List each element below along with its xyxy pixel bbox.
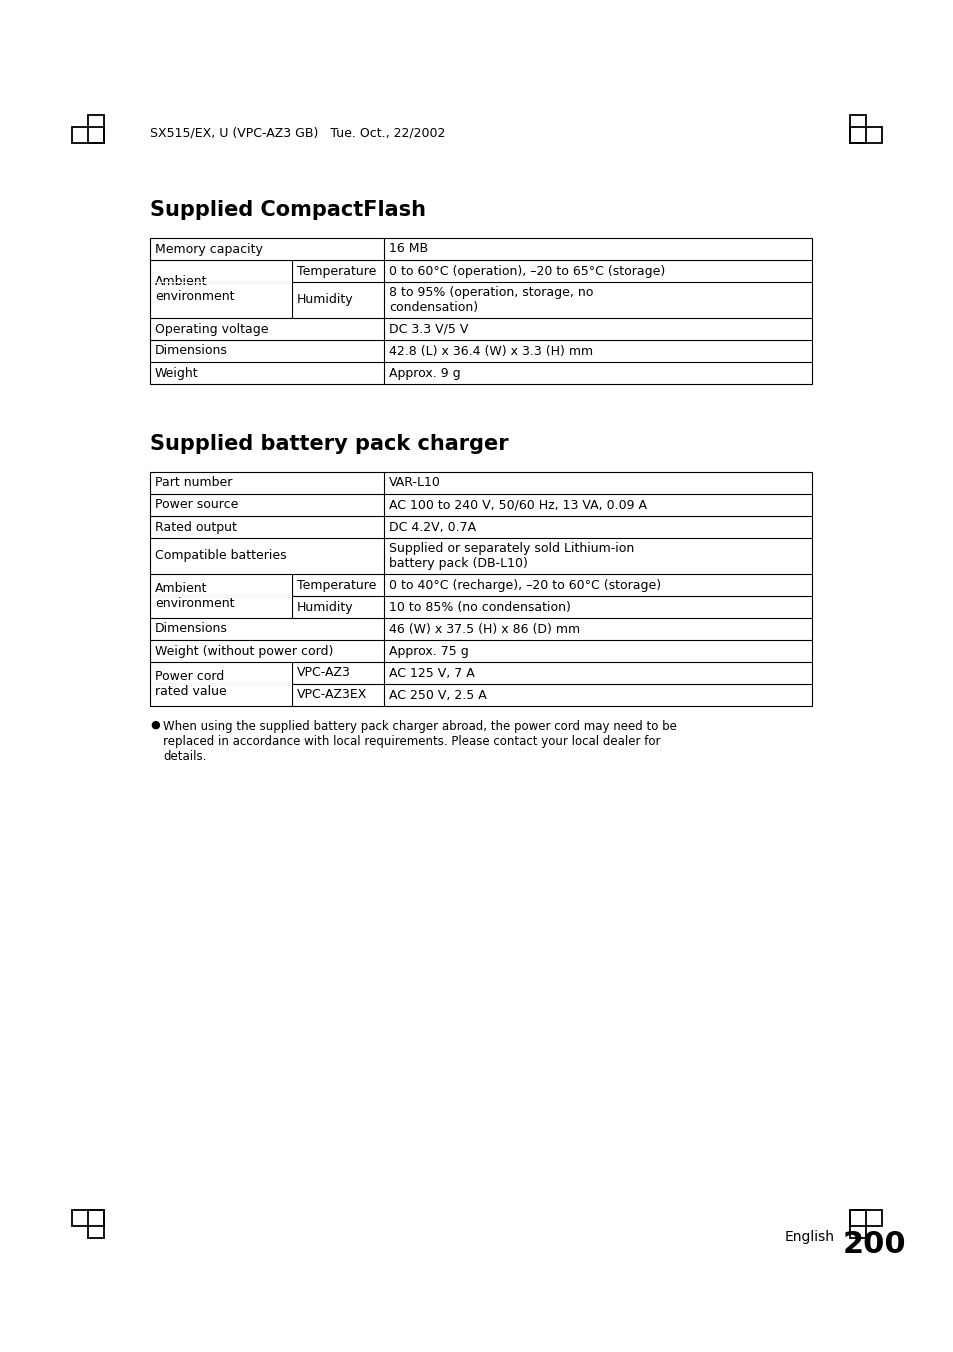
Text: Operating voltage: Operating voltage xyxy=(154,323,268,335)
Text: Dimensions: Dimensions xyxy=(154,622,228,635)
Text: AC 100 to 240 V, 50/60 Hz, 13 VA, 0.09 A: AC 100 to 240 V, 50/60 Hz, 13 VA, 0.09 A xyxy=(389,499,646,511)
Text: 10 to 85% (no condensation): 10 to 85% (no condensation) xyxy=(389,600,570,614)
Text: Approx. 9 g: Approx. 9 g xyxy=(389,366,460,380)
Text: Humidity: Humidity xyxy=(296,600,354,614)
Text: Ambient
environment: Ambient environment xyxy=(154,581,234,610)
Text: Temperature: Temperature xyxy=(296,265,376,277)
Text: 8 to 95% (operation, storage, no
condensation): 8 to 95% (operation, storage, no condens… xyxy=(389,287,593,314)
Text: 0 to 60°C (operation), –20 to 65°C (storage): 0 to 60°C (operation), –20 to 65°C (stor… xyxy=(389,265,664,277)
Text: Rated output: Rated output xyxy=(154,521,236,534)
Text: Humidity: Humidity xyxy=(296,293,354,307)
Text: Supplied battery pack charger: Supplied battery pack charger xyxy=(150,434,508,454)
Text: English: English xyxy=(784,1230,834,1244)
Bar xyxy=(150,238,811,384)
Text: Approx. 75 g: Approx. 75 g xyxy=(389,645,468,657)
Text: Supplied or separately sold Lithium-ion
battery pack (DB-L10): Supplied or separately sold Lithium-ion … xyxy=(389,542,634,571)
Text: Dimensions: Dimensions xyxy=(154,345,228,357)
Bar xyxy=(849,1210,865,1238)
Text: 0 to 40°C (recharge), –20 to 60°C (storage): 0 to 40°C (recharge), –20 to 60°C (stora… xyxy=(389,579,660,592)
Text: VPC-AZ3EX: VPC-AZ3EX xyxy=(296,688,367,702)
Text: Memory capacity: Memory capacity xyxy=(154,242,263,256)
Text: When using the supplied battery pack charger abroad, the power cord may need to : When using the supplied battery pack cha… xyxy=(163,721,677,763)
Bar xyxy=(849,1210,882,1226)
Text: VAR-L10: VAR-L10 xyxy=(389,476,440,489)
Bar xyxy=(292,575,293,617)
Text: 200: 200 xyxy=(842,1230,905,1259)
Text: ●: ● xyxy=(150,721,159,730)
Text: Supplied CompactFlash: Supplied CompactFlash xyxy=(150,200,426,220)
Text: Weight: Weight xyxy=(154,366,198,380)
Text: Ambient
environment: Ambient environment xyxy=(154,274,234,303)
Text: 42.8 (L) x 36.4 (W) x 3.3 (H) mm: 42.8 (L) x 36.4 (W) x 3.3 (H) mm xyxy=(389,345,593,357)
Text: Part number: Part number xyxy=(154,476,233,489)
Text: Temperature: Temperature xyxy=(296,579,376,592)
Text: Weight (without power cord): Weight (without power cord) xyxy=(154,645,333,657)
Bar xyxy=(88,115,104,143)
Text: AC 125 V, 7 A: AC 125 V, 7 A xyxy=(389,667,475,680)
Bar xyxy=(71,127,104,143)
Bar xyxy=(849,115,865,143)
Text: Power source: Power source xyxy=(154,499,238,511)
Text: AC 250 V, 2.5 A: AC 250 V, 2.5 A xyxy=(389,688,486,702)
Bar xyxy=(88,1210,104,1238)
Bar xyxy=(71,1210,104,1226)
Text: Compatible batteries: Compatible batteries xyxy=(154,549,286,562)
Text: DC 3.3 V/5 V: DC 3.3 V/5 V xyxy=(389,323,468,335)
Bar xyxy=(150,472,811,706)
Text: Power cord
rated value: Power cord rated value xyxy=(154,671,227,698)
Text: DC 4.2V, 0.7A: DC 4.2V, 0.7A xyxy=(389,521,476,534)
Bar xyxy=(292,662,293,704)
Bar xyxy=(849,127,882,143)
Text: VPC-AZ3: VPC-AZ3 xyxy=(296,667,351,680)
Text: SX515/EX, U (VPC-AZ3 GB)   Tue. Oct., 22/2002: SX515/EX, U (VPC-AZ3 GB) Tue. Oct., 22/2… xyxy=(150,127,445,141)
Text: 46 (W) x 37.5 (H) x 86 (D) mm: 46 (W) x 37.5 (H) x 86 (D) mm xyxy=(389,622,579,635)
Bar xyxy=(292,261,293,316)
Text: 16 MB: 16 MB xyxy=(389,242,428,256)
